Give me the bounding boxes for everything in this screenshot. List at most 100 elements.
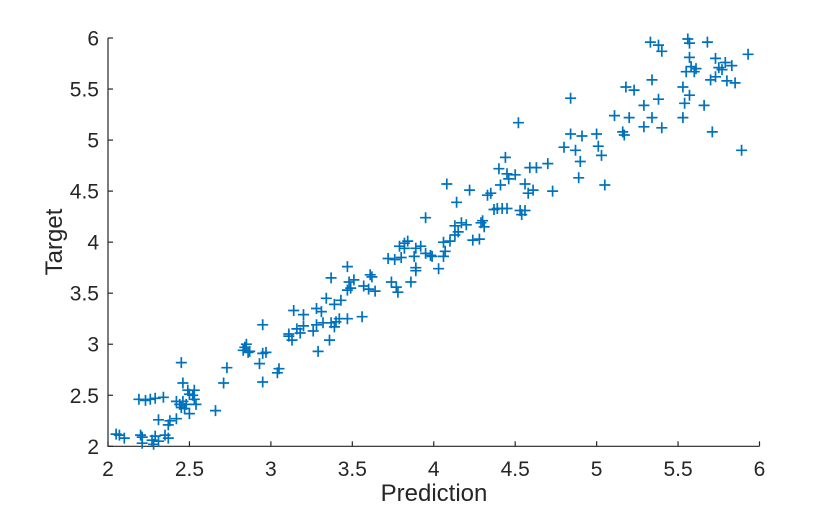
data-point-marker: [356, 311, 368, 323]
data-point-marker: [402, 235, 414, 247]
data-point-marker: [646, 112, 658, 124]
data-point-marker: [425, 249, 436, 261]
x-axis-tick-label: 5.5: [663, 458, 692, 481]
data-point-marker: [574, 156, 586, 167]
data-point-marker: [565, 92, 577, 104]
data-point-marker: [420, 212, 432, 224]
data-point-marker: [218, 377, 230, 389]
data-point-marker: [341, 261, 353, 273]
data-point-marker: [312, 345, 324, 357]
data-point-marker: [679, 97, 691, 109]
data-point-marker: [592, 140, 604, 152]
y-axis-tick-label: 3: [87, 334, 99, 357]
data-point-marker: [558, 141, 570, 153]
data-point-marker: [690, 63, 702, 75]
data-point-marker: [656, 122, 668, 134]
data-point-marker: [542, 158, 554, 170]
y-axis-tick-label: 6: [87, 28, 99, 51]
data-point-marker: [570, 144, 581, 156]
data-point-marker: [177, 377, 189, 389]
data-point-marker: [638, 99, 650, 111]
x-axis-tick-label: 3: [265, 458, 277, 481]
data-point-marker: [410, 265, 422, 277]
data-point-marker: [149, 392, 161, 404]
data-point-marker: [478, 221, 490, 233]
y-axis-tick-label: 2: [87, 436, 99, 459]
data-point-marker: [467, 234, 479, 246]
data-point-marker: [493, 163, 505, 175]
data-point-marker: [729, 77, 741, 89]
data-point-marker: [257, 376, 269, 388]
data-point-marker: [618, 129, 630, 141]
data-point-marker: [140, 394, 151, 406]
data-point-marker: [175, 357, 187, 369]
data-point-marker: [298, 320, 309, 332]
data-point-marker: [364, 269, 376, 281]
data-point-marker: [363, 283, 375, 295]
data-point-marker: [503, 173, 515, 185]
data-point-marker: [444, 235, 456, 247]
data-point-marker: [242, 346, 254, 358]
y-axis-tick-label: 2.5: [70, 385, 99, 408]
data-point-marker: [389, 254, 401, 265]
data-point-marker: [408, 250, 420, 262]
data-point-marker: [385, 276, 397, 288]
y-axis-tick-label: 3.5: [70, 283, 99, 306]
data-point-marker: [677, 81, 689, 93]
data-point-marker: [183, 408, 195, 420]
y-axis-tick-label: 4.5: [70, 181, 99, 204]
data-point-marker: [439, 245, 451, 257]
data-point-marker: [162, 432, 174, 444]
data-point-marker: [179, 403, 191, 414]
data-point-marker: [706, 126, 718, 138]
data-point-marker: [153, 435, 164, 447]
data-point-marker: [382, 253, 394, 264]
data-point-marker: [136, 437, 148, 449]
data-point-marker: [260, 346, 272, 358]
data-point-marker: [294, 327, 306, 339]
y-axis-tick-label: 4: [87, 232, 99, 255]
data-point-marker: [527, 184, 539, 196]
y-axis-tick-label: 5: [87, 130, 99, 153]
x-axis-tick-label: 2.5: [175, 458, 204, 481]
data-point-marker: [441, 178, 453, 190]
data-point-marker: [710, 71, 721, 83]
data-point-marker: [341, 313, 353, 325]
data-point-marker: [451, 196, 463, 208]
data-point-marker: [254, 358, 265, 370]
data-point-marker: [366, 271, 378, 283]
data-point-marker: [638, 121, 650, 133]
data-point-marker: [499, 151, 511, 163]
data-point-marker: [591, 128, 603, 140]
data-point-marker: [426, 250, 438, 262]
data-point-marker: [656, 45, 668, 57]
x-axis-tick-label: 6: [754, 458, 766, 481]
data-point-marker: [257, 319, 269, 331]
data-point-marker: [644, 36, 656, 48]
data-point-marker: [620, 81, 632, 93]
data-point-marker: [273, 363, 285, 375]
data-point-marker: [325, 272, 337, 284]
data-point-marker: [698, 99, 710, 111]
data-point-marker: [328, 298, 340, 310]
data-points-layer: [110, 33, 754, 450]
data-point-marker: [684, 89, 695, 101]
data-point-marker: [701, 36, 713, 48]
data-point-marker: [283, 330, 295, 342]
data-point-marker: [335, 294, 347, 306]
data-point-marker: [341, 284, 353, 296]
data-point-marker: [685, 61, 697, 73]
data-point-marker: [118, 432, 130, 444]
data-point-marker: [153, 414, 164, 426]
x-axis-tick-label: 4: [428, 458, 440, 481]
data-point-marker: [609, 110, 620, 122]
data-point-marker: [188, 393, 200, 405]
data-point-marker: [646, 74, 658, 86]
data-point-marker: [460, 219, 472, 231]
data-point-marker: [210, 405, 221, 417]
data-point-marker: [455, 217, 467, 229]
data-point-marker: [405, 276, 417, 288]
data-point-marker: [576, 130, 588, 142]
